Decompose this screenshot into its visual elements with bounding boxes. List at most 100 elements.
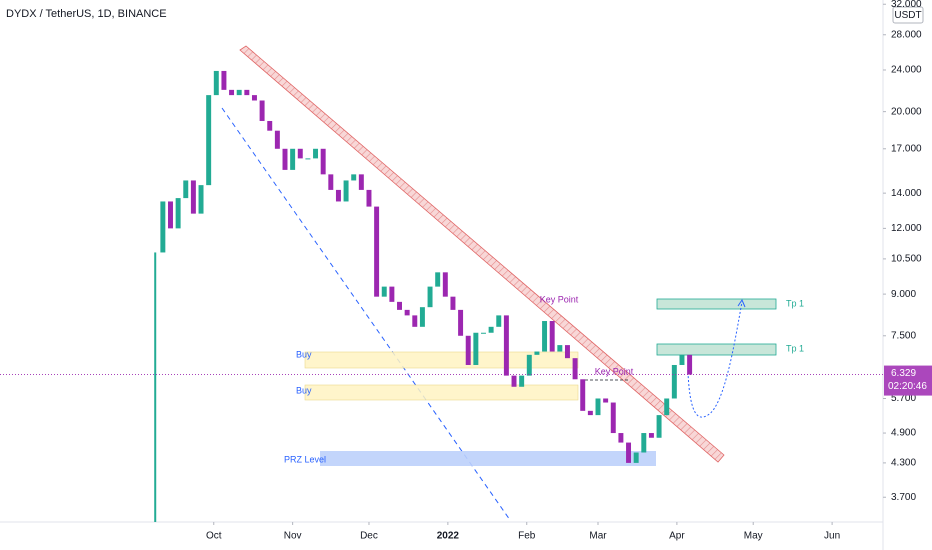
x-tick-label: Mar: [589, 531, 607, 542]
x-tick-label: Dec: [360, 531, 378, 542]
candle: [687, 354, 693, 375]
candle: [259, 100, 265, 121]
candle: [206, 95, 212, 186]
channel: [239, 45, 725, 463]
candle: [229, 89, 235, 96]
candle: [198, 185, 204, 214]
candle: [313, 148, 319, 159]
drawings: Buy Buy PRZ Level Key Point Key Point Tp…: [221, 45, 804, 521]
candle: [641, 433, 647, 453]
tp-zone: [656, 343, 777, 356]
candle: [572, 358, 578, 380]
candle: [358, 174, 364, 190]
x-tick-label: Jun: [824, 531, 840, 542]
candle: [160, 201, 166, 253]
y-tick-label: 20.000: [891, 106, 922, 117]
candle: [427, 286, 433, 308]
annotation: Tp 1: [786, 298, 804, 308]
candle: [526, 354, 532, 376]
y-tick-label: 24.000: [891, 65, 922, 76]
y-tick-label: 4.900: [891, 428, 916, 439]
candle: [511, 375, 517, 387]
candle: [564, 345, 570, 359]
candle: [412, 315, 418, 327]
y-tick-label: 5.700: [891, 393, 916, 404]
candle: [458, 309, 464, 336]
y-tick-label: 4.300: [891, 458, 916, 469]
candle: [335, 189, 341, 202]
candle: [236, 89, 242, 96]
annotation: Tp 1: [786, 343, 804, 353]
y-tick-label: 28.000: [891, 29, 922, 40]
candle: [168, 201, 173, 229]
candle: [274, 130, 280, 149]
candle: [626, 442, 632, 463]
candle: [389, 286, 395, 302]
candle: [435, 272, 441, 287]
candle: [519, 375, 525, 387]
candle: [488, 326, 494, 333]
candle: [305, 158, 311, 160]
buy-zone: [304, 351, 579, 369]
candle: [580, 379, 586, 411]
candle: [633, 452, 639, 463]
x-tick-label: May: [744, 531, 763, 542]
y-tick-label: 3.700: [891, 492, 916, 503]
prz-zone: [320, 451, 656, 466]
currency-badge[interactable]: [892, 6, 924, 24]
candle: [465, 335, 471, 365]
candle: [328, 174, 334, 190]
candle: [244, 89, 250, 96]
candle: [671, 364, 677, 399]
candle: [343, 180, 349, 202]
last-price-box: [884, 365, 932, 396]
y-tick-label: 32.000: [891, 0, 922, 10]
candle: [442, 272, 448, 297]
y-tick-label: 17.000: [891, 143, 922, 154]
candle: [221, 70, 227, 90]
annotation: PRZ Level: [284, 454, 326, 464]
x-tick-label: Oct: [206, 531, 222, 542]
buy-zone: [304, 384, 579, 401]
candle: [481, 332, 486, 334]
x-tick-label: Nov: [284, 531, 302, 542]
y-tick-label: 7.500: [891, 330, 916, 341]
y-tick-label: 9.000: [891, 289, 916, 300]
candle: [496, 315, 502, 327]
candle: [366, 189, 372, 207]
candle: [419, 307, 425, 327]
candle: [267, 120, 273, 131]
candle: [503, 315, 509, 376]
candle: [656, 415, 662, 438]
currency: USDT: [894, 10, 921, 21]
candle: [297, 148, 303, 159]
candle: [213, 70, 219, 96]
candle: [542, 321, 548, 352]
candle: [381, 286, 387, 297]
annotation: Key Point: [540, 294, 579, 304]
candle: [351, 174, 357, 181]
candle: [374, 206, 380, 297]
x-tick-label: Apr: [669, 531, 685, 542]
candle: [251, 95, 257, 101]
projection-arrow: [737, 298, 746, 308]
candle: [557, 345, 563, 352]
candle: [603, 398, 609, 403]
candle: [534, 351, 540, 355]
countdown: 02:20:46: [888, 381, 927, 392]
y-tick-label: 10.500: [891, 254, 922, 265]
candle: [290, 148, 296, 170]
x-tick-label: 2022: [437, 531, 460, 542]
annotation: Buy: [296, 385, 312, 395]
x-tick-label: Feb: [518, 531, 536, 542]
candle: [679, 354, 685, 365]
chart-title: DYDX / TetherUS, 1D, BINANCE: [6, 8, 167, 20]
candle: [473, 332, 479, 365]
candle: [175, 198, 181, 229]
candle: [664, 398, 670, 416]
candle: [154, 252, 157, 522]
candle: [610, 402, 616, 434]
candle: [282, 148, 288, 170]
candle: [549, 321, 555, 352]
